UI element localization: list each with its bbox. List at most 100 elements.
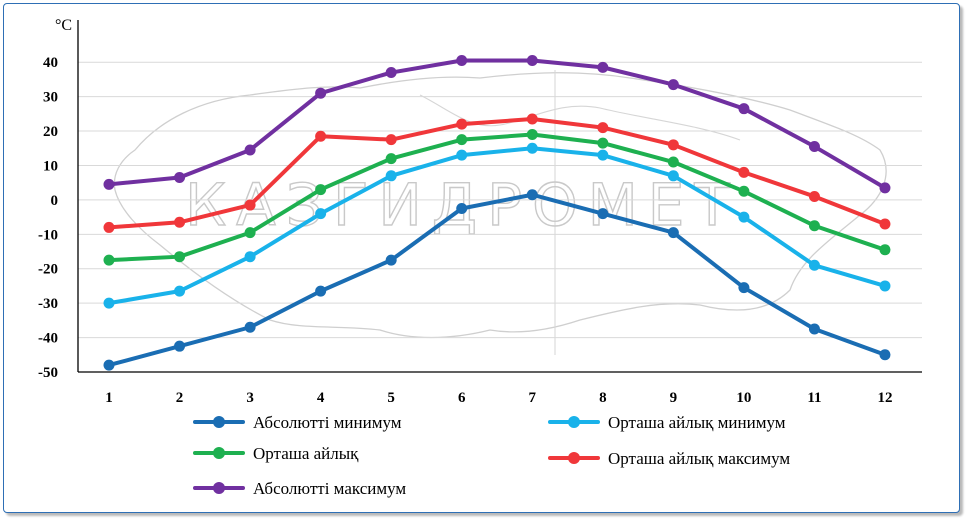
data-point xyxy=(879,349,891,361)
y-tick-labels: -50 -40 -30 -20 -10 0 10 20 30 40 xyxy=(38,55,58,381)
legend-marker xyxy=(213,482,225,494)
data-point xyxy=(103,297,115,309)
x-tick-label: 6 xyxy=(458,390,466,406)
y-tick-label: -50 xyxy=(38,365,58,381)
data-point xyxy=(808,323,820,335)
data-point xyxy=(738,166,750,178)
x-tick-label: 7 xyxy=(529,390,537,406)
data-point xyxy=(244,321,256,333)
data-point xyxy=(526,128,538,140)
data-point xyxy=(667,79,679,91)
data-point xyxy=(174,340,186,352)
data-point xyxy=(879,218,891,230)
y-tick-label: -30 xyxy=(38,296,58,312)
data-point xyxy=(244,199,256,211)
x-tick-label: 12 xyxy=(878,390,893,406)
watermark-map-outline xyxy=(113,72,887,339)
data-point xyxy=(456,134,468,146)
y-tick-label: 40 xyxy=(43,55,58,71)
data-point xyxy=(315,87,327,99)
data-point xyxy=(103,359,115,371)
y-tick-label: 0 xyxy=(51,193,59,209)
legend-marker xyxy=(213,447,225,459)
series-line xyxy=(107,117,887,230)
axes xyxy=(77,20,922,373)
data-point xyxy=(597,149,609,161)
data-point xyxy=(808,220,820,232)
data-point xyxy=(385,153,397,165)
data-point xyxy=(174,285,186,297)
data-point xyxy=(808,141,820,153)
data-point xyxy=(597,122,609,134)
x-tick-label: 4 xyxy=(317,390,325,406)
data-point xyxy=(244,144,256,156)
x-tick-label: 3 xyxy=(246,390,254,406)
data-point xyxy=(808,259,820,271)
data-point xyxy=(456,54,468,66)
x-tick-label: 5 xyxy=(387,390,395,406)
legend-marker xyxy=(568,452,580,464)
data-point xyxy=(174,216,186,228)
data-point xyxy=(667,170,679,182)
data-point xyxy=(526,189,538,201)
data-point xyxy=(103,221,115,233)
series-line xyxy=(107,192,887,368)
data-point xyxy=(808,190,820,202)
legend-label: Абсолютті минимум xyxy=(253,413,402,432)
x-tick-label: 9 xyxy=(670,390,678,406)
series-line xyxy=(107,132,887,263)
data-point xyxy=(597,208,609,220)
x-tick-label: 1 xyxy=(105,390,113,406)
x-tick-label: 8 xyxy=(599,390,607,406)
data-point xyxy=(244,251,256,263)
series-lines xyxy=(103,54,891,371)
data-point xyxy=(315,208,327,220)
data-point xyxy=(103,178,115,190)
data-point xyxy=(526,142,538,154)
data-point xyxy=(526,54,538,66)
data-point xyxy=(315,285,327,297)
legend: Абсолютті минимум Орташа айлық минимум Орт… xyxy=(193,413,790,498)
data-point xyxy=(174,172,186,184)
legend-marker xyxy=(213,416,225,428)
data-point xyxy=(738,185,750,197)
data-point xyxy=(738,282,750,294)
data-point xyxy=(174,251,186,263)
watermark-map: КАЗГИДРОМЕТ xyxy=(113,70,887,355)
y-tick-label: 20 xyxy=(43,124,58,140)
data-point xyxy=(738,103,750,115)
data-point xyxy=(667,227,679,239)
data-point xyxy=(667,156,679,168)
y-unit-label: °C xyxy=(55,17,72,34)
legend-label: Орташа айлық максимум xyxy=(608,449,790,468)
data-point xyxy=(456,149,468,161)
data-point xyxy=(385,170,397,182)
data-point xyxy=(879,244,891,256)
data-point xyxy=(526,113,538,125)
data-point xyxy=(385,134,397,146)
y-tick-label: -40 xyxy=(38,331,58,347)
data-point xyxy=(456,118,468,130)
series-line xyxy=(107,58,887,190)
legend-label: Орташа айлық xyxy=(253,444,359,463)
data-point xyxy=(315,130,327,142)
legend-label: Абсолютті максимум xyxy=(253,479,406,498)
y-tick-label: 30 xyxy=(43,90,58,106)
data-point xyxy=(667,139,679,151)
data-point xyxy=(738,211,750,223)
legend-marker xyxy=(568,416,580,428)
y-tick-label: -20 xyxy=(38,262,58,278)
x-tick-label: 10 xyxy=(736,390,751,406)
y-tick-label: -10 xyxy=(38,227,58,243)
data-point xyxy=(879,280,891,292)
data-point xyxy=(103,254,115,266)
data-point xyxy=(315,184,327,196)
data-point xyxy=(879,182,891,194)
x-tick-label: 11 xyxy=(807,390,821,406)
data-point xyxy=(244,227,256,239)
data-point xyxy=(456,203,468,214)
x-tick-label: 2 xyxy=(176,390,184,406)
y-tick-label: 10 xyxy=(43,158,58,174)
legend-label: Орташа айлық минимум xyxy=(608,413,786,432)
